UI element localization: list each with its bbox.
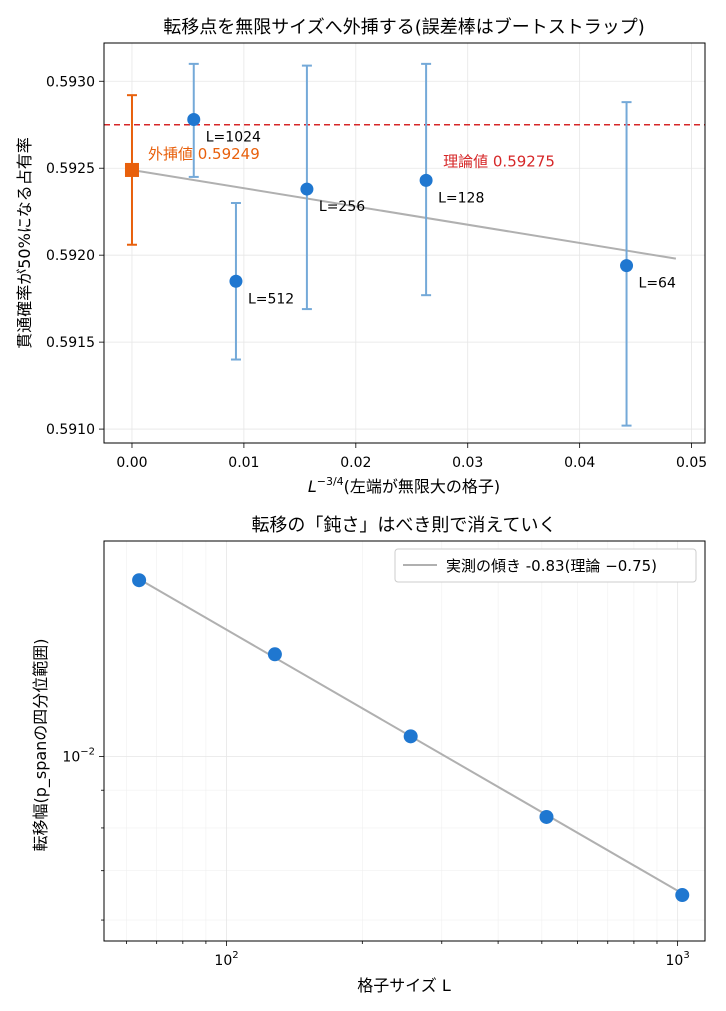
chart1-xtick-label: 0.01 xyxy=(228,455,259,471)
chart2-legend-label: 実測の傾き -0.83(理論 −0.75) xyxy=(446,557,657,575)
chart1-ytick-label: 0.5925 xyxy=(46,161,95,177)
chart2-title: 転移の「鈍さ」はべき則で消えていく xyxy=(251,515,556,536)
chart-extrapolation: 転移点を無限サイズへ外挿する(誤差棒はブートストラップ) L=1024 L=512… xyxy=(15,16,707,496)
chart1-xlabel-rest: (左端が無限大の格子) xyxy=(344,477,501,496)
chart1-xlabel-main: L xyxy=(308,477,317,496)
chart1-errorbars xyxy=(126,62,632,427)
chart2-xtick-label: 103 xyxy=(666,950,690,969)
chart1-xlabel: L−3/4(左端が無限大の格子) xyxy=(308,475,500,496)
chart2-point xyxy=(132,573,147,588)
chart2-axes-frame xyxy=(103,540,706,942)
chart1-point xyxy=(620,259,634,273)
chart2-point xyxy=(403,729,418,744)
chart1-ticks: 0.00 0.01 0.02 0.03 0.04 0.05 0.5910 0.5915 0.59… xyxy=(46,74,707,471)
chart2-xtick-exp: 2 xyxy=(232,950,238,961)
chart1-point-label: L=256 xyxy=(319,199,365,215)
chart2-legend: 実測の傾き -0.83(理論 −0.75) xyxy=(394,548,697,583)
chart1-point-label: L=128 xyxy=(438,190,484,206)
chart2-ytick-exp: −2 xyxy=(80,746,95,757)
chart1-ytick-label: 0.5920 xyxy=(46,248,95,264)
chart1-fit-line xyxy=(131,168,677,260)
chart1-axes-frame xyxy=(103,42,706,444)
chart2-xtick-exp: 3 xyxy=(683,950,689,961)
chart2-ytick-label: 10−2 xyxy=(62,746,95,765)
chart1-xtick-label: 0.03 xyxy=(452,455,483,471)
chart1-ytick-label: 0.5910 xyxy=(46,422,95,438)
chart1-point-labels: L=1024 L=512 L=256 L=128 L=64 xyxy=(206,130,676,308)
chart1-title: 転移点を無限サイズへ外挿する(誤差棒はブートストラップ) xyxy=(163,16,645,38)
chart1-point xyxy=(187,113,201,127)
chart2-xtick-base: 10 xyxy=(214,953,232,969)
chart2-xlabel: 格子サイズ L xyxy=(357,976,451,995)
chart1-ytick-label: 0.5930 xyxy=(46,74,95,90)
chart1-ytick-label: 0.5915 xyxy=(46,335,95,351)
chart2-points xyxy=(132,573,690,903)
chart1-point-label: L=64 xyxy=(639,276,676,292)
chart1-point xyxy=(419,173,433,187)
chart1-ylabel: 貫通確率が50%になる占有率 xyxy=(15,137,34,349)
chart2-xtick-label: 102 xyxy=(214,950,238,969)
chart1-extrap-label: 外挿値 0.59249 xyxy=(148,145,260,163)
chart2-xtick-base: 10 xyxy=(666,953,684,969)
chart2-point xyxy=(675,888,690,903)
chart1-xtick-label: 0.02 xyxy=(340,455,371,471)
chart1-point xyxy=(300,182,314,196)
chart1-fit-segment xyxy=(131,168,677,260)
chart2-grid xyxy=(104,541,705,941)
chart2-point xyxy=(267,647,282,662)
chart1-theory-label: 理論値 0.59275 xyxy=(443,153,555,171)
chart1-extrap-marker xyxy=(124,162,139,177)
chart2-ytick-base: 10 xyxy=(62,749,80,765)
chart1-point-label: L=1024 xyxy=(206,130,261,146)
chart1-xtick-label: 0.00 xyxy=(116,455,147,471)
chart1-point xyxy=(229,274,243,288)
chart2-point xyxy=(539,809,554,824)
chart1-xlabel-sup: −3/4 xyxy=(317,475,344,488)
chart1-points xyxy=(124,113,634,288)
chart1-xtick-label: 0.04 xyxy=(564,455,595,471)
chart1-point-label: L=512 xyxy=(248,291,294,307)
chart2-ylabel: 転移幅(p_spanの四分位範囲) xyxy=(31,638,51,851)
chart2-legend-box xyxy=(394,548,697,583)
chart1-xtick-label: 0.05 xyxy=(676,455,707,471)
